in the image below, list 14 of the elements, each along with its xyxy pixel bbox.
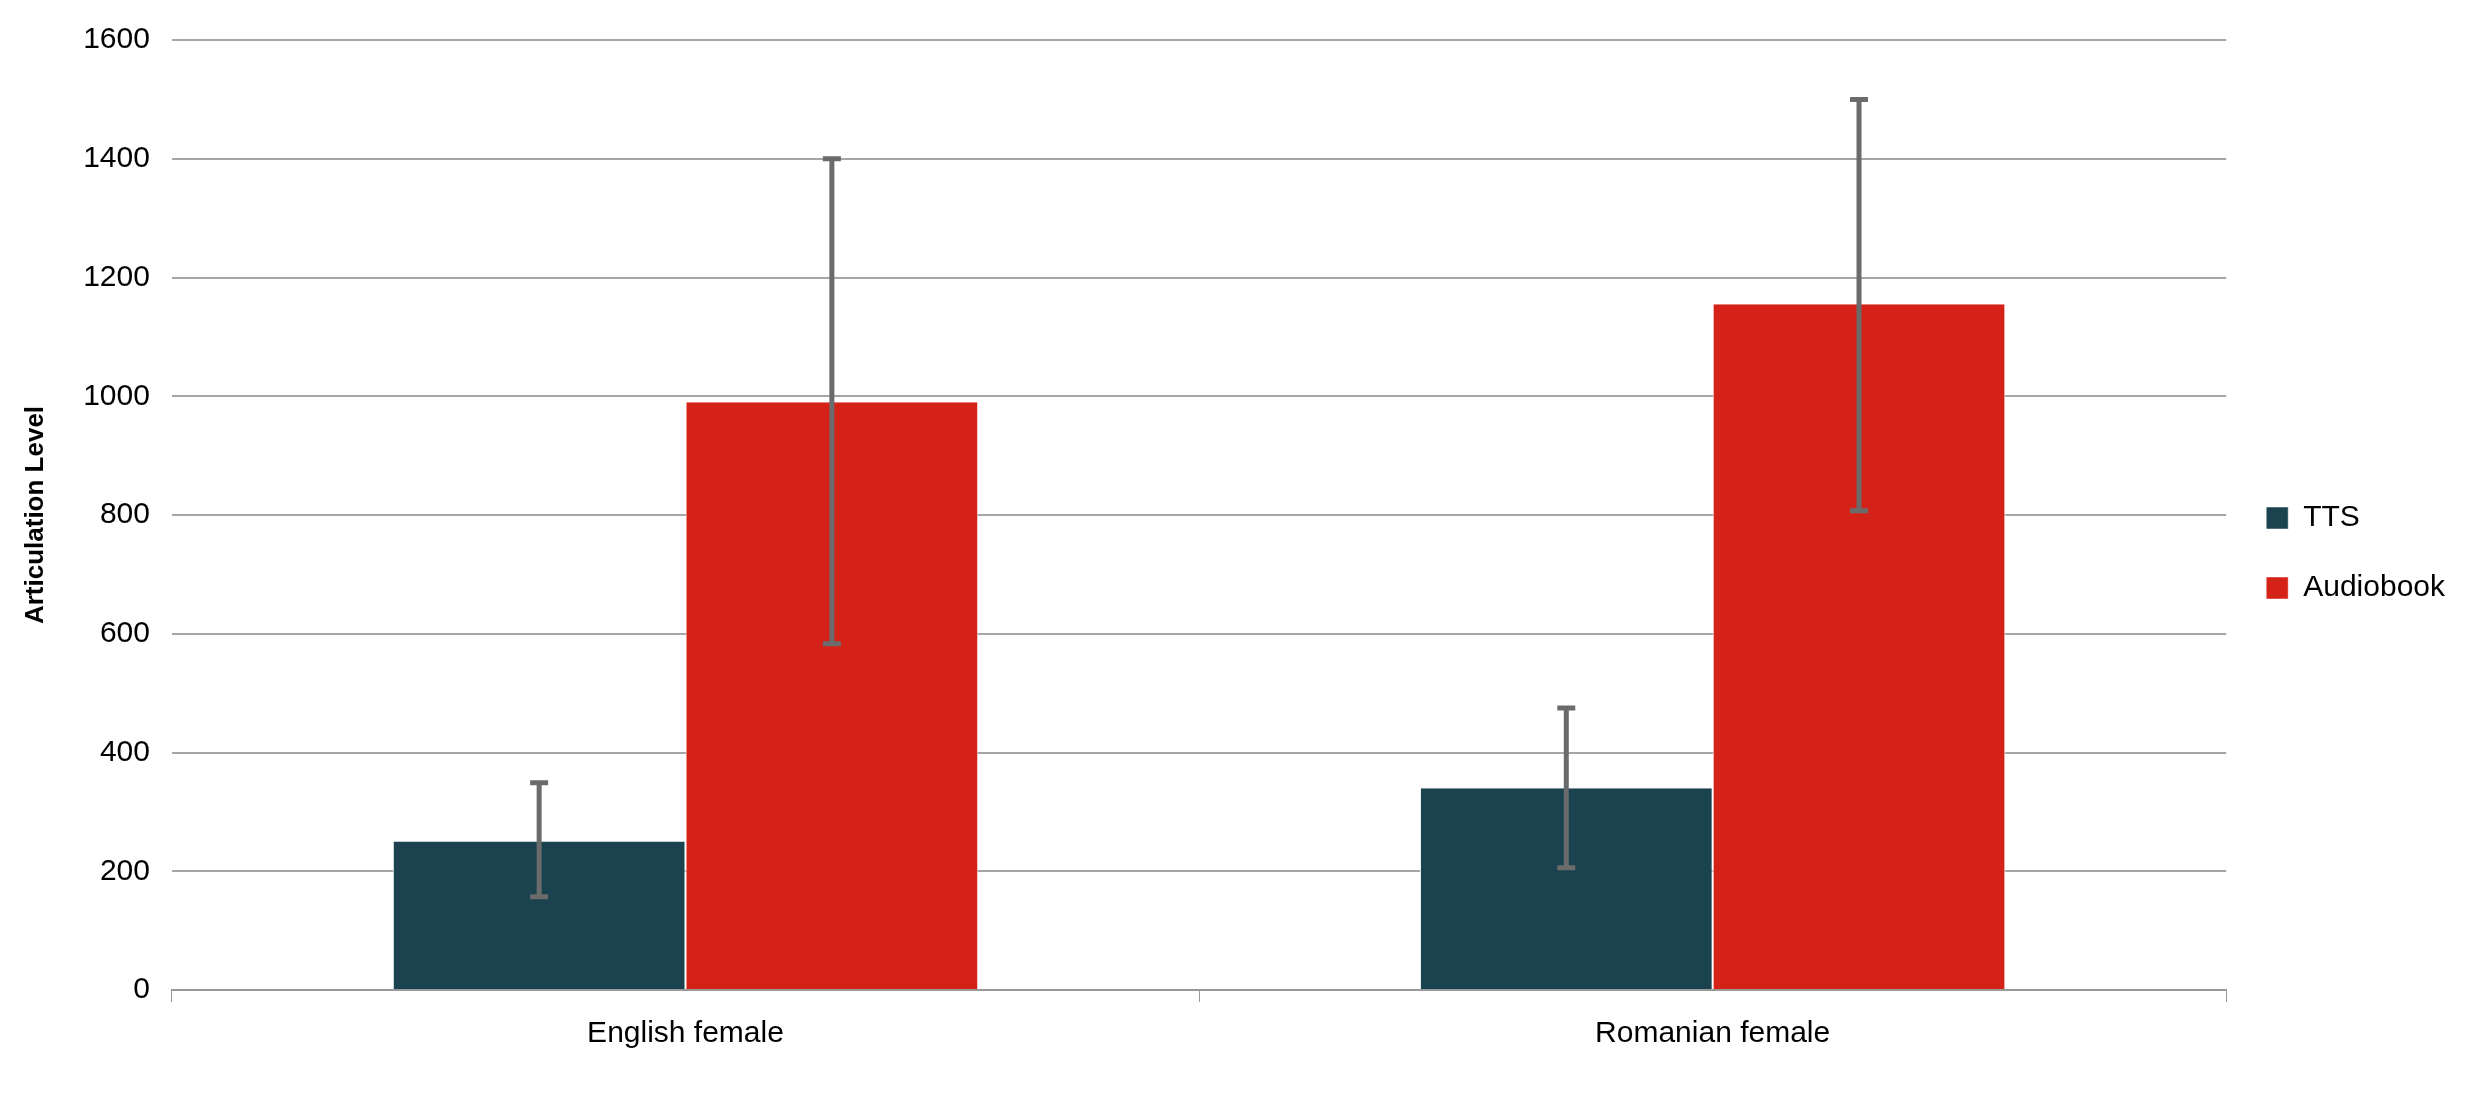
x-tick-label: English female — [587, 1015, 784, 1049]
y-tick-label: 1400 — [83, 140, 150, 174]
y-tick-label: 400 — [99, 733, 150, 767]
y-tick-label: 0 — [133, 971, 150, 1005]
legend-label: TTS — [2303, 499, 2360, 533]
y-tick-label: 1200 — [83, 258, 150, 292]
y-tick-label: 800 — [99, 496, 150, 530]
y-tick-label: 1000 — [83, 377, 150, 411]
legend-label: Audiobook — [2303, 569, 2446, 603]
y-tick-label: 1600 — [83, 21, 150, 55]
y-axis-title: Articulation Level — [18, 405, 49, 625]
y-tick-label: 200 — [99, 852, 150, 886]
y-tick-label: 600 — [99, 615, 150, 649]
x-tick-label: Romanian female — [1595, 1015, 1831, 1049]
